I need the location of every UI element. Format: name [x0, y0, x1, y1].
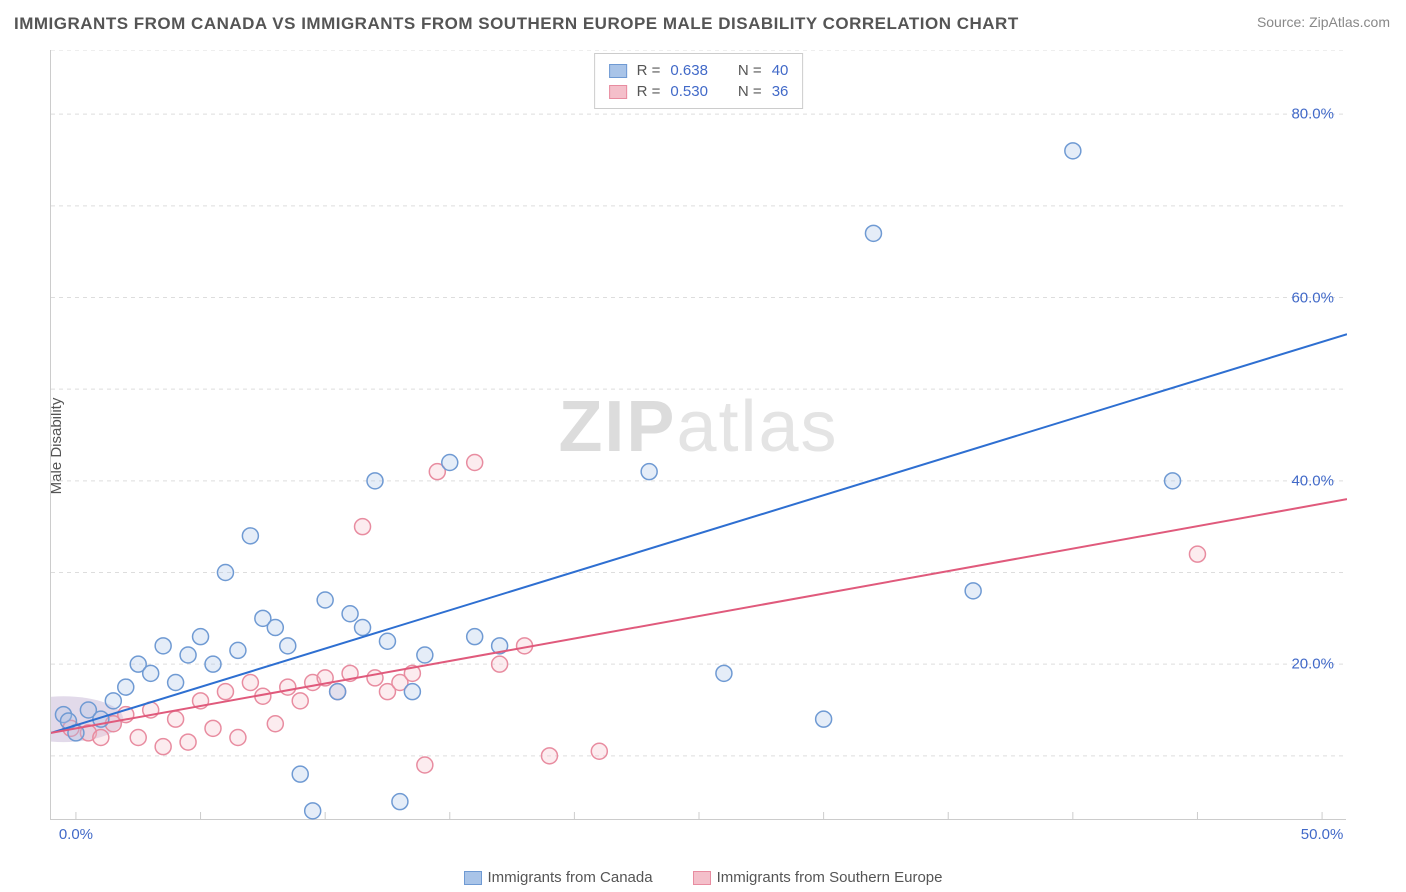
stat-row-0: R = 0.638 N = 40 — [609, 60, 789, 81]
stat-swatch-0 — [609, 64, 627, 78]
xlegend-swatch-0 — [464, 871, 482, 885]
xlegend-swatch-1 — [693, 871, 711, 885]
xlegend-item-1: Immigrants from Southern Europe — [693, 869, 943, 886]
x-tick-label: 50.0% — [1301, 826, 1344, 843]
stat-n-value-1: 36 — [772, 81, 789, 102]
stat-n-value-0: 40 — [772, 60, 789, 81]
stat-r-value-1: 0.530 — [670, 81, 708, 102]
xlegend-item-0: Immigrants from Canada — [464, 869, 653, 886]
stat-r-label-0: R = — [637, 60, 661, 81]
legend-stat-box: R = 0.638 N = 40 R = 0.530 N = 36 — [594, 53, 804, 109]
y-tick-label: 80.0% — [1291, 106, 1334, 123]
x-legend: Immigrants from Canada Immigrants from S… — [0, 869, 1406, 886]
y-tick-label: 40.0% — [1291, 472, 1334, 489]
chart-title: IMMIGRANTS FROM CANADA VS IMMIGRANTS FRO… — [14, 14, 1019, 34]
y-tick-label: 20.0% — [1291, 656, 1334, 673]
xlegend-label-0: Immigrants from Canada — [488, 869, 653, 886]
stat-row-1: R = 0.530 N = 36 — [609, 81, 789, 102]
stat-r-value-0: 0.638 — [670, 60, 708, 81]
x-tick-label: 0.0% — [59, 826, 93, 843]
stat-n-label-1: N = — [738, 81, 762, 102]
stat-swatch-1 — [609, 85, 627, 99]
stat-n-label-0: N = — [738, 60, 762, 81]
chart-container: IMMIGRANTS FROM CANADA VS IMMIGRANTS FRO… — [0, 0, 1406, 892]
plot-area: ZIPatlas R = 0.638 N = 40 R = 0.530 N = … — [50, 50, 1346, 820]
y-tick-label: 60.0% — [1291, 289, 1334, 306]
xlegend-label-1: Immigrants from Southern Europe — [717, 869, 943, 886]
source-label: Source: ZipAtlas.com — [1257, 14, 1390, 30]
plot-svg — [51, 50, 1347, 820]
stat-r-label-1: R = — [637, 81, 661, 102]
